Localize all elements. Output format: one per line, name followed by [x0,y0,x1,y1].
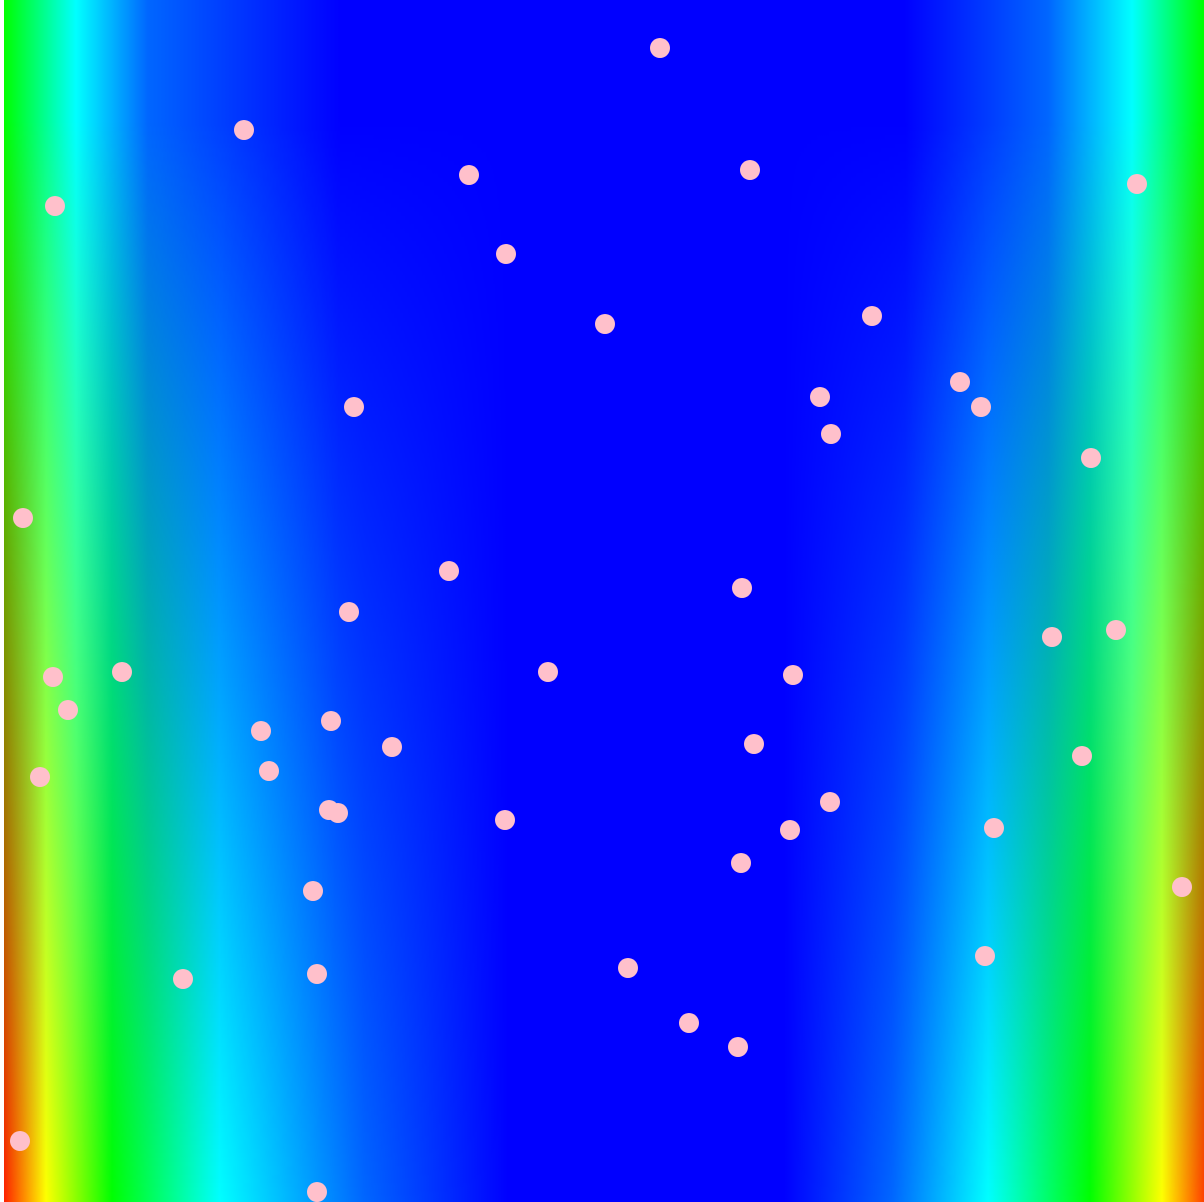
point [307,964,327,984]
point [495,810,515,830]
point [950,372,970,392]
point [862,306,882,326]
point [728,1037,748,1057]
point [328,803,348,823]
point [382,737,402,757]
point [30,767,50,787]
point [744,734,764,754]
point [1042,627,1062,647]
point [984,818,1004,838]
point [810,387,830,407]
point [1072,746,1092,766]
point [496,244,516,264]
point [234,120,254,140]
point [618,958,638,978]
point [13,508,33,528]
point [58,700,78,720]
point [10,1131,30,1151]
point [339,602,359,622]
point [459,165,479,185]
point [731,853,751,873]
point [112,662,132,682]
field-bottom [4,0,1204,1202]
point [732,578,752,598]
point [259,761,279,781]
point [975,946,995,966]
point [820,792,840,812]
point [439,561,459,581]
point [780,820,800,840]
point [1172,877,1192,897]
point [307,1182,327,1202]
point [45,196,65,216]
point [650,38,670,58]
point [1127,174,1147,194]
point [43,667,63,687]
point [538,662,558,682]
point [595,314,615,334]
point [173,969,193,989]
point [783,665,803,685]
point [1106,620,1126,640]
point [821,424,841,444]
point [251,721,271,741]
point [344,397,364,417]
point [303,881,323,901]
point [971,397,991,417]
point [321,711,341,731]
point [679,1013,699,1033]
point [1081,448,1101,468]
point [740,160,760,180]
